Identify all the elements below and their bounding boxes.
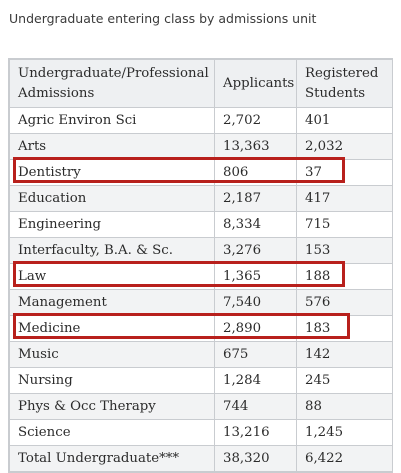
cell-unit: Medicine (9, 315, 215, 342)
cell-unit: Interfaculty, B.A. & Sc. (9, 237, 215, 264)
cell-registered: 6,422 (296, 445, 393, 472)
table-row: Total Undergraduate*** 38,320 6,422 (9, 445, 393, 472)
table-row: Interfaculty, B.A. & Sc. 3,276 153 (9, 237, 393, 264)
cell-registered: 183 (296, 315, 393, 342)
cell-registered: 88 (296, 393, 393, 420)
cell-unit: Arts (9, 133, 215, 160)
cell-applicants: 7,540 (214, 289, 297, 316)
table-row: Medicine 2,890 183 (9, 315, 393, 342)
cell-unit: Engineering (9, 211, 215, 238)
cell-registered: 401 (296, 107, 393, 134)
cell-registered: 417 (296, 185, 393, 212)
cell-unit: Education (9, 185, 215, 212)
cell-unit: Law (9, 263, 215, 290)
cell-applicants: 13,363 (214, 133, 297, 160)
cell-applicants: 38,320 (214, 445, 297, 472)
table-row: Management 7,540 576 (9, 289, 393, 316)
table-row: Dentistry 806 37 (9, 159, 393, 186)
cell-applicants: 3,276 (214, 237, 297, 264)
cell-unit: Management (9, 289, 215, 316)
cell-registered: 715 (296, 211, 393, 238)
cell-registered: 142 (296, 341, 393, 368)
cell-unit: Music (9, 341, 215, 368)
table-row: Arts 13,363 2,032 (9, 133, 393, 160)
cell-unit: Dentistry (9, 159, 215, 186)
table-row: Law 1,365 188 (9, 263, 393, 290)
cell-unit: Phys & Occ Therapy (9, 393, 215, 420)
cell-applicants: 744 (214, 393, 297, 420)
cell-applicants: 1,365 (214, 263, 297, 290)
table-row: Phys & Occ Therapy 744 88 (9, 393, 393, 420)
cell-applicants: 806 (214, 159, 297, 186)
table-row: Engineering 8,334 715 (9, 211, 393, 238)
cell-applicants: 2,187 (214, 185, 297, 212)
admissions-table: Undergraduate/Professional Admissions Ap… (9, 59, 393, 472)
cell-applicants: 2,890 (214, 315, 297, 342)
cell-applicants: 13,216 (214, 419, 297, 446)
admissions-table-container: Undergraduate/Professional Admissions Ap… (8, 58, 393, 473)
header-applicants: Applicants (214, 59, 297, 108)
cell-applicants: 2,702 (214, 107, 297, 134)
cell-registered: 2,032 (296, 133, 393, 160)
cell-applicants: 675 (214, 341, 297, 368)
table-row: Agric Environ Sci 2,702 401 (9, 107, 393, 134)
cell-applicants: 8,334 (214, 211, 297, 238)
cell-registered: 153 (296, 237, 393, 264)
cell-applicants: 1,284 (214, 367, 297, 394)
cell-registered: 245 (296, 367, 393, 394)
table-header-row: Undergraduate/Professional Admissions Ap… (9, 59, 393, 108)
cell-unit: Nursing (9, 367, 215, 394)
cell-registered: 188 (296, 263, 393, 290)
cell-unit: Science (9, 419, 215, 446)
cell-registered: 37 (296, 159, 393, 186)
header-admissions-unit: Undergraduate/Professional Admissions (9, 59, 215, 108)
cell-registered: 1,245 (296, 419, 393, 446)
page-title: Undergraduate entering class by admissio… (9, 11, 317, 26)
cell-unit: Total Undergraduate*** (9, 445, 215, 472)
table-row: Nursing 1,284 245 (9, 367, 393, 394)
cell-unit: Agric Environ Sci (9, 107, 215, 134)
table-row: Science 13,216 1,245 (9, 419, 393, 446)
table-row: Music 675 142 (9, 341, 393, 368)
cell-registered: 576 (296, 289, 393, 316)
table-row: Education 2,187 417 (9, 185, 393, 212)
header-registered-students: Registered Students (296, 59, 393, 108)
